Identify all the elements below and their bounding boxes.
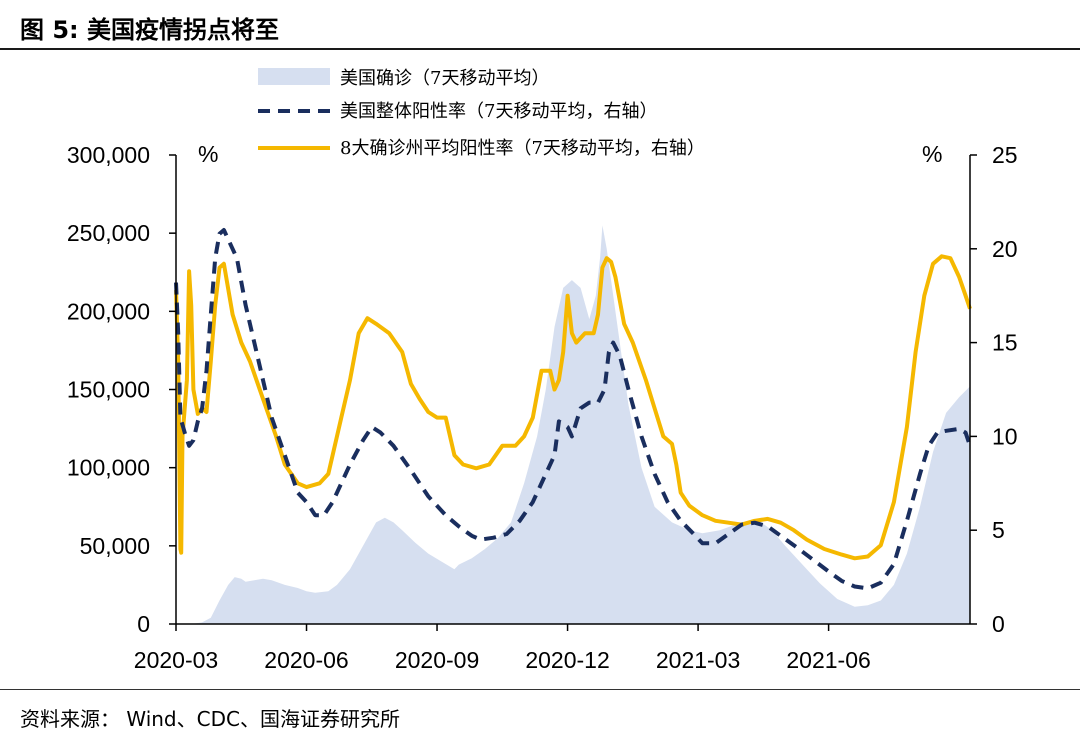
legend: 美国确诊（7天移动平均） 美国整体阳性率（7天移动平均，右轴） 8大确诊州平均阳… (258, 68, 705, 159)
right-axis-unit: % (922, 141, 942, 167)
source-divider (0, 689, 1080, 690)
left-tick-label: 0 (137, 611, 150, 637)
x-tick-label: 2020-12 (525, 647, 609, 673)
right-tick-label: 0 (992, 611, 1005, 637)
right-tick-label: 5 (992, 517, 1005, 543)
series-line-8states-positivity (174, 254, 972, 561)
left-tick-label: 100,000 (67, 455, 150, 481)
legend-label-8states-positivity: 8大确诊州平均阳性率（7天移动平均，右轴） (340, 138, 705, 159)
left-axis-unit: % (198, 141, 218, 167)
right-tick-label: 20 (992, 236, 1018, 262)
left-tick-label: 150,000 (67, 377, 150, 403)
chart: 0 50,000 100,000 150,000 200,000 250,000 300,0… (67, 68, 1018, 673)
axes-layer: 0 50,000 100,000 150,000 200,000 250,000 300,0… (67, 142, 1018, 673)
x-tick-label: 2021-03 (656, 647, 740, 673)
legend-label-cases: 美国确诊（7天移动平均） (340, 68, 549, 89)
series-line-us-positivity (174, 228, 972, 591)
x-tick-label: 2020-06 (264, 647, 348, 673)
lines-layer (174, 228, 972, 591)
right-tick-label: 15 (992, 330, 1018, 356)
left-tick-label: 50,000 (80, 533, 150, 559)
cases-area-layer (176, 225, 970, 624)
right-tick-label: 25 (992, 142, 1018, 168)
x-tick-label: 2021-06 (786, 647, 870, 673)
title-divider (0, 48, 1080, 50)
left-tick-label: 250,000 (67, 220, 150, 246)
source-note: 资料来源： Wind、CDC、国海证券研究所 (20, 707, 400, 731)
legend-label-us-positivity: 美国整体阳性率（7天移动平均，右轴） (340, 101, 657, 122)
left-tick-label: 200,000 (67, 298, 150, 324)
x-tick-label: 2020-09 (395, 647, 479, 673)
series-area-us-cases (176, 225, 970, 624)
legend-swatch-cases (258, 68, 330, 85)
left-tick-label: 300,000 (67, 142, 150, 168)
figure-title: 图 5: 美国疫情拐点将至 (20, 16, 280, 44)
x-tick-label: 2020-03 (134, 647, 218, 673)
right-tick-label: 10 (992, 423, 1018, 449)
